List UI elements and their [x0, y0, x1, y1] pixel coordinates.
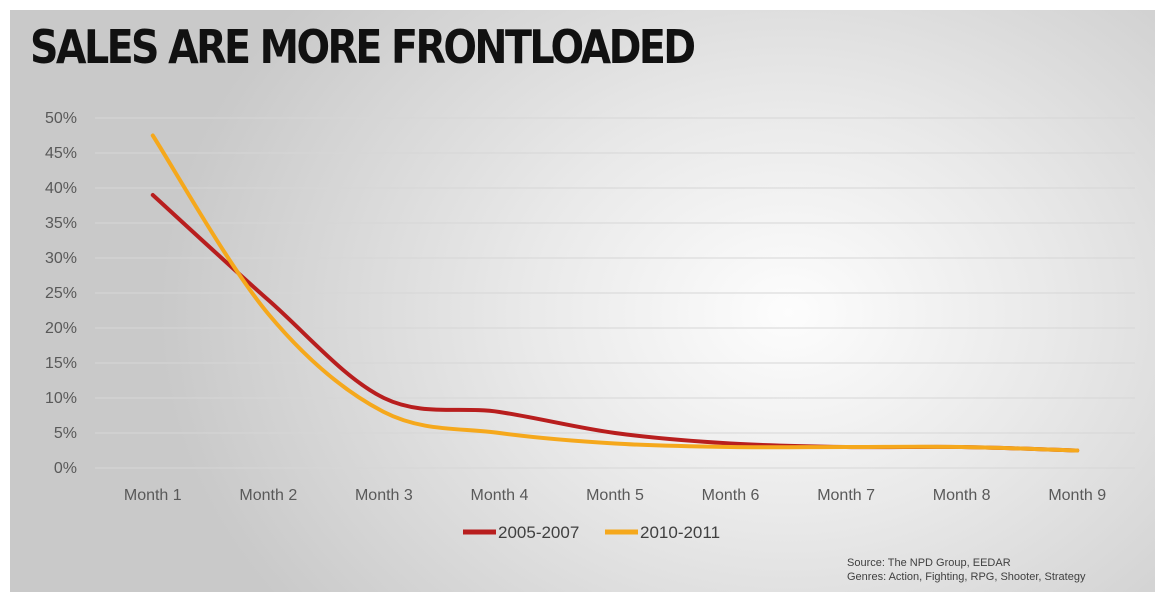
legend-label: 2010-2011 [640, 523, 720, 542]
y-tick-label: 5% [54, 425, 77, 442]
y-tick-label: 0% [54, 460, 77, 477]
y-tick-label: 15% [45, 355, 77, 372]
x-tick-label: Month 8 [933, 487, 991, 504]
y-tick-label: 20% [45, 320, 77, 337]
x-tick-label: Month 9 [1048, 487, 1106, 504]
source-note: Source: The NPD Group, EEDAR Genres: Act… [847, 556, 1085, 584]
x-tick-label: Month 7 [817, 487, 875, 504]
y-tick-label: 50% [45, 110, 77, 127]
x-tick-label: Month 1 [124, 487, 182, 504]
x-axis-ticks: Month 1 Month 2 Month 3 Month 4 Month 5 Month… [124, 487, 1106, 504]
series-line [153, 195, 1077, 451]
x-tick-label: Month 3 [355, 487, 413, 504]
y-tick-label: 30% [45, 250, 77, 267]
y-tick-label: 35% [45, 215, 77, 232]
y-axis-ticks: 0% 5% 10% 15% 20% 25% 30% 35% 40% 45% 50% [45, 110, 77, 477]
legend: 2005-2007 2010-2011 [463, 523, 720, 542]
legend-label: 2005-2007 [498, 523, 579, 542]
chart-frame: SALES ARE MORE FRONTLOADED 0% 5% 10% 15% 20%… [10, 10, 1155, 592]
y-tick-label: 25% [45, 285, 77, 302]
x-tick-label: Month 5 [586, 487, 644, 504]
x-tick-label: Month 4 [471, 487, 529, 504]
y-tick-label: 45% [45, 145, 77, 162]
x-tick-label: Month 2 [239, 487, 297, 504]
y-tick-label: 40% [45, 180, 77, 197]
y-tick-label: 10% [45, 390, 77, 407]
x-tick-label: Month 6 [702, 487, 760, 504]
genres-line: Genres: Action, Fighting, RPG, Shooter, … [847, 570, 1085, 584]
source-line: Source: The NPD Group, EEDAR [847, 556, 1085, 570]
